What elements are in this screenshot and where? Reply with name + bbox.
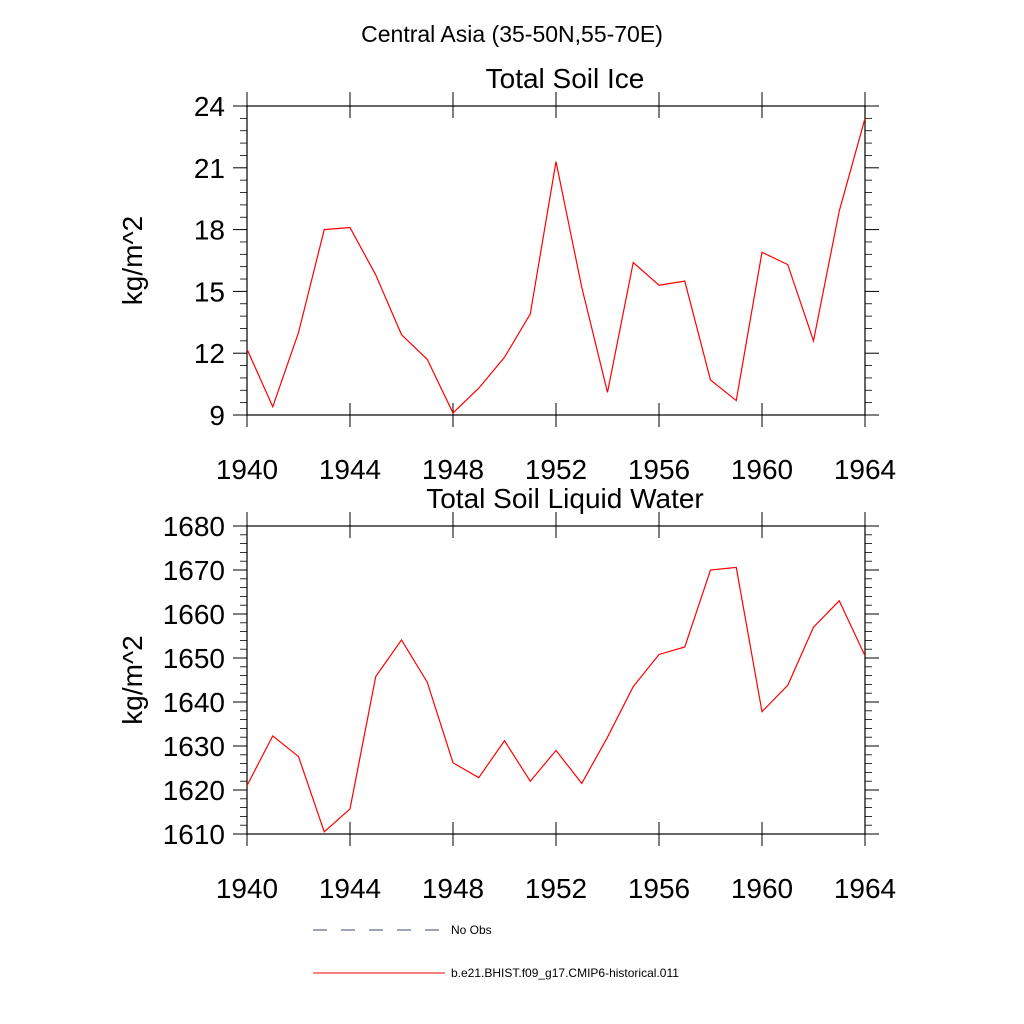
y-tick-label: 21 [194,153,225,184]
legend-label: No Obs [451,923,492,937]
plot-frame [246,105,866,416]
y-tick-label: 18 [194,215,225,246]
x-tick-label: 1948 [422,873,484,904]
y-tick-label: 12 [194,338,225,369]
x-tick-label: 1960 [731,454,793,485]
x-tick-label: 1940 [216,873,278,904]
y-tick-label: 1630 [163,731,225,762]
plot-frame [246,525,866,835]
x-tick-label: 1944 [319,454,381,485]
y-tick-label: 1660 [163,599,225,630]
y-tick-label: 1640 [163,687,225,718]
y-tick-label: 9 [209,400,225,431]
panel-title: Total Soil Liquid Water [426,483,704,514]
legend: No Obs b.e21.BHIST.f09_g17.CMIP6-historic… [313,923,679,980]
x-tick-label: 1940 [216,454,278,485]
figure-title: Central Asia (35-50N,55-70E) [361,21,663,47]
x-tick-label: 1960 [731,873,793,904]
x-tick-label: 1948 [422,454,484,485]
legend-label: b.e21.BHIST.f09_g17.CMIP6-historical.011 [451,966,679,980]
y-tick-label: 1650 [163,643,225,674]
x-tick-label: 1944 [319,873,381,904]
x-tick-label: 1964 [834,454,896,485]
series-line [246,566,866,833]
x-tick-label: 1964 [834,873,896,904]
x-tick-label: 1956 [628,454,690,485]
x-tick-label: 1952 [525,873,587,904]
y-tick-label: 24 [194,91,225,122]
chart-panel-1: Total Soil Ice 1940 1944 1948 1952 1956 1960 19… [117,63,896,485]
y-tick-label: 1620 [163,775,225,806]
y-tick-label: 15 [194,276,225,307]
x-tick-label: 1952 [525,454,587,485]
y-axis-label: kg/m^2 [117,635,148,724]
y-tick-label: 1680 [163,511,225,542]
x-tick-label: 1956 [628,873,690,904]
y-axis-label: kg/m^2 [117,216,148,305]
y-tick-label: 1610 [163,819,225,850]
chart-panel-2: Total Soil Liquid Water 1940 1944 1948 1952 1… [117,483,896,904]
series-line [246,118,866,414]
y-tick-label: 1670 [163,555,225,586]
panel-title: Total Soil Ice [486,63,645,94]
